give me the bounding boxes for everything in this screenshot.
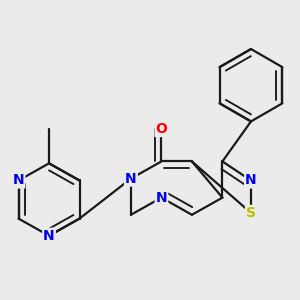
Text: N: N	[13, 173, 24, 188]
Text: N: N	[43, 229, 55, 243]
Text: N: N	[125, 172, 137, 186]
Text: N: N	[245, 173, 257, 188]
Text: S: S	[246, 206, 256, 220]
Text: N: N	[156, 190, 167, 205]
Text: O: O	[155, 122, 167, 136]
